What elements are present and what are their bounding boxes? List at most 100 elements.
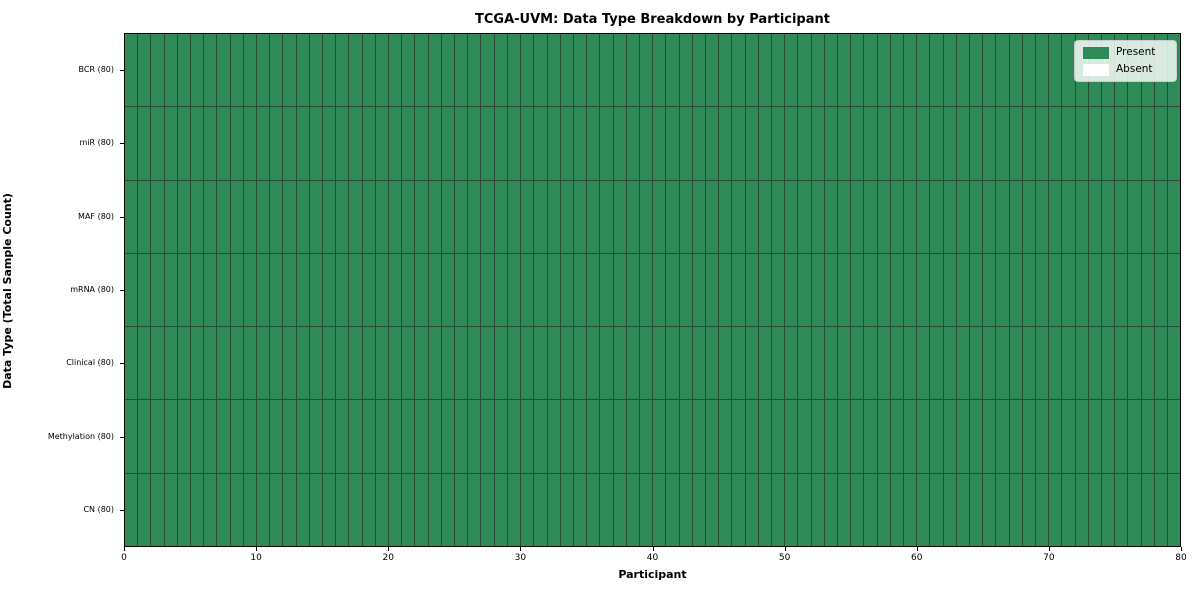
heatmap-cell xyxy=(745,107,759,180)
heatmap-cell xyxy=(573,253,588,327)
heatmap-cell xyxy=(243,473,258,546)
heatmap-cell xyxy=(389,107,403,180)
heatmap-cell xyxy=(534,473,548,546)
x-tick-mark xyxy=(388,547,390,551)
heatmap-cell xyxy=(309,34,324,107)
heatmap-cell xyxy=(890,253,904,327)
heatmap-cell xyxy=(1088,473,1103,546)
heatmap-cell xyxy=(745,327,759,400)
heatmap-cell xyxy=(125,327,139,400)
heatmap-cell xyxy=(494,34,508,107)
heatmap-cell xyxy=(455,34,469,107)
heatmap-cell xyxy=(1168,253,1181,327)
heatmap-cell xyxy=(996,180,1010,253)
heatmap-cell xyxy=(402,180,416,253)
heatmap-cell xyxy=(243,400,258,473)
heatmap-cell xyxy=(666,327,680,400)
heatmap-cell xyxy=(309,253,324,327)
heatmap-cell xyxy=(824,400,838,473)
heatmap-cell xyxy=(851,253,865,327)
heatmap-cell xyxy=(521,327,535,400)
heatmap-cell xyxy=(1062,473,1076,546)
heatmap-cell xyxy=(758,400,772,473)
heatmap-cell xyxy=(1088,327,1103,400)
heatmap-cell xyxy=(890,180,904,253)
heatmap-cell xyxy=(970,400,984,473)
heatmap-cell xyxy=(270,180,284,253)
heatmap-cell xyxy=(837,327,852,400)
heatmap-cell xyxy=(164,327,178,400)
heatmap-cell xyxy=(1049,107,1063,180)
heatmap-cell xyxy=(705,253,720,327)
heatmap-cell xyxy=(349,327,363,400)
heatmap-cell xyxy=(389,34,403,107)
heatmap-cell xyxy=(507,34,522,107)
heatmap-cell xyxy=(164,253,178,327)
heatmap-cell xyxy=(402,473,416,546)
heatmap-cell xyxy=(309,107,324,180)
heatmap-cell xyxy=(758,327,772,400)
heatmap-cell xyxy=(983,253,997,327)
heatmap-cell xyxy=(534,253,548,327)
heatmap-cell xyxy=(1141,327,1155,400)
heatmap-cell xyxy=(666,473,680,546)
heatmap-cell xyxy=(389,253,403,327)
heatmap-cell xyxy=(653,327,667,400)
heatmap-cell xyxy=(811,107,825,180)
heatmap-cell xyxy=(732,400,746,473)
heatmap-plot-area xyxy=(124,33,1181,547)
heatmap-cell xyxy=(824,473,838,546)
heatmap-cell xyxy=(441,327,456,400)
heatmap-cell xyxy=(877,253,891,327)
heatmap-cell xyxy=(125,473,139,546)
heatmap-cell xyxy=(138,253,152,327)
heatmap-cell xyxy=(1141,400,1155,473)
y-tick-label: mRNA (80) xyxy=(70,285,114,294)
heatmap-cell xyxy=(587,473,601,546)
heatmap-cell xyxy=(177,253,192,327)
heatmap-cell xyxy=(481,327,495,400)
heatmap-cell xyxy=(587,400,601,473)
heatmap-row xyxy=(125,400,1181,474)
heatmap-cell xyxy=(917,253,931,327)
heatmap-cell xyxy=(1062,327,1076,400)
heatmap-cell xyxy=(771,400,786,473)
y-tick-label: Clinical (80) xyxy=(66,358,114,368)
heatmap-cell xyxy=(204,107,218,180)
legend-entry-present: Present xyxy=(1083,46,1168,59)
heatmap-cell xyxy=(507,327,522,400)
heatmap-cell xyxy=(257,180,271,253)
heatmap-cell xyxy=(864,400,878,473)
heatmap-cell xyxy=(547,180,561,253)
heatmap-cell xyxy=(1049,180,1063,253)
heatmap-cell xyxy=(138,400,152,473)
heatmap-cell xyxy=(1115,107,1129,180)
heatmap-cell xyxy=(705,400,720,473)
heatmap-row xyxy=(125,180,1181,254)
heatmap-cell xyxy=(824,107,838,180)
heatmap-cell xyxy=(1036,473,1050,546)
heatmap-cell xyxy=(600,107,614,180)
heatmap-cell xyxy=(903,253,918,327)
heatmap-cell xyxy=(1049,253,1063,327)
heatmap-cell xyxy=(917,327,931,400)
heatmap-cell xyxy=(270,34,284,107)
heatmap-cell xyxy=(217,400,231,473)
legend-entry-absent: Absent xyxy=(1083,63,1168,76)
chart-title: TCGA-UVM: Data Type Breakdown by Partici… xyxy=(475,12,830,27)
heatmap-cell xyxy=(415,400,429,473)
heatmap-cell xyxy=(428,34,442,107)
heatmap-cell xyxy=(323,473,337,546)
heatmap-cell xyxy=(600,34,614,107)
heatmap-cell xyxy=(481,34,495,107)
heatmap-cell xyxy=(573,400,588,473)
heatmap-cell xyxy=(230,180,244,253)
heatmap-cell xyxy=(996,107,1010,180)
heatmap-cell xyxy=(811,400,825,473)
heatmap-cell xyxy=(1049,400,1063,473)
heatmap-cell xyxy=(705,327,720,400)
heatmap-cell xyxy=(864,34,878,107)
heatmap-cell xyxy=(1141,180,1155,253)
heatmap-cell xyxy=(455,473,469,546)
heatmap-cell xyxy=(877,327,891,400)
